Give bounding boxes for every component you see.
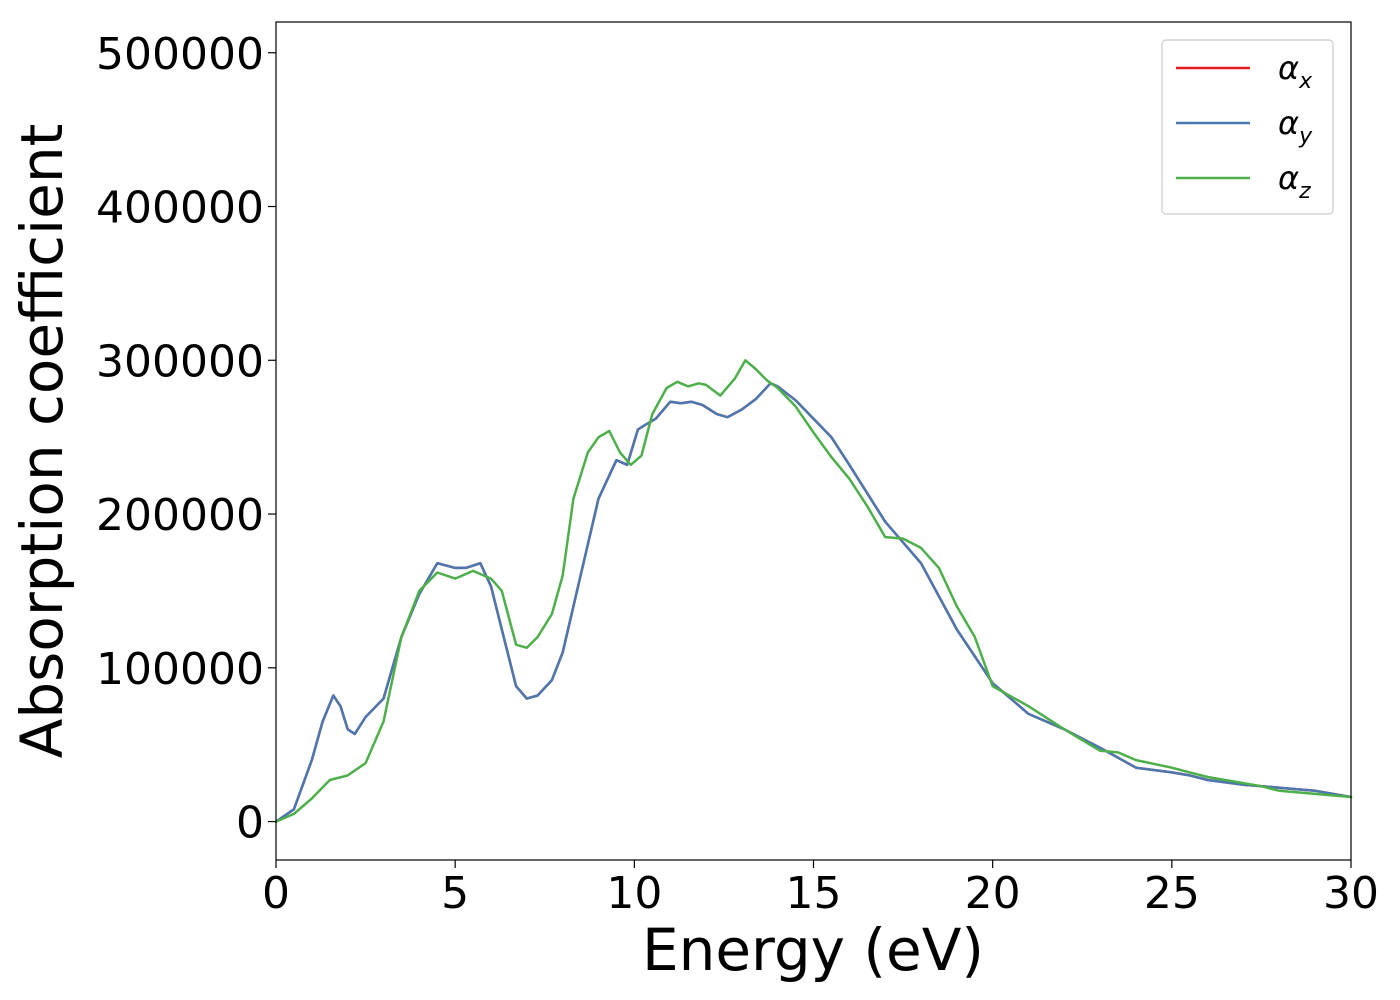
y-tick-label: 300000 [96, 336, 264, 387]
x-tick-label: 10 [606, 868, 662, 919]
y-tick-label: 0 [236, 798, 264, 849]
x-axis: 0 5 10 15 20 25 30 [262, 860, 1379, 919]
y-tick-label: 200000 [96, 490, 264, 541]
x-tick-label: 20 [965, 868, 1021, 919]
x-tick-label: 15 [786, 868, 842, 919]
x-tick-label: 30 [1323, 868, 1379, 919]
x-tick-label: 5 [441, 868, 469, 919]
series-line-z [274, 359, 1353, 823]
series-line-y [274, 382, 1353, 823]
y-tick-label: 100000 [96, 644, 264, 695]
x-tick-label: 0 [262, 868, 290, 919]
series-lines [274, 359, 1353, 823]
y-axis-title: Absorption coefficient [8, 124, 76, 759]
x-axis-title: Energy (eV) [642, 916, 984, 984]
legend-box [1161, 39, 1334, 215]
y-tick-label: 500000 [96, 29, 264, 80]
y-tick-label: 400000 [96, 183, 264, 234]
x-tick-label: 25 [1144, 868, 1200, 919]
y-axis: 0 100000 200000 300000 400000 500000 [96, 29, 276, 849]
